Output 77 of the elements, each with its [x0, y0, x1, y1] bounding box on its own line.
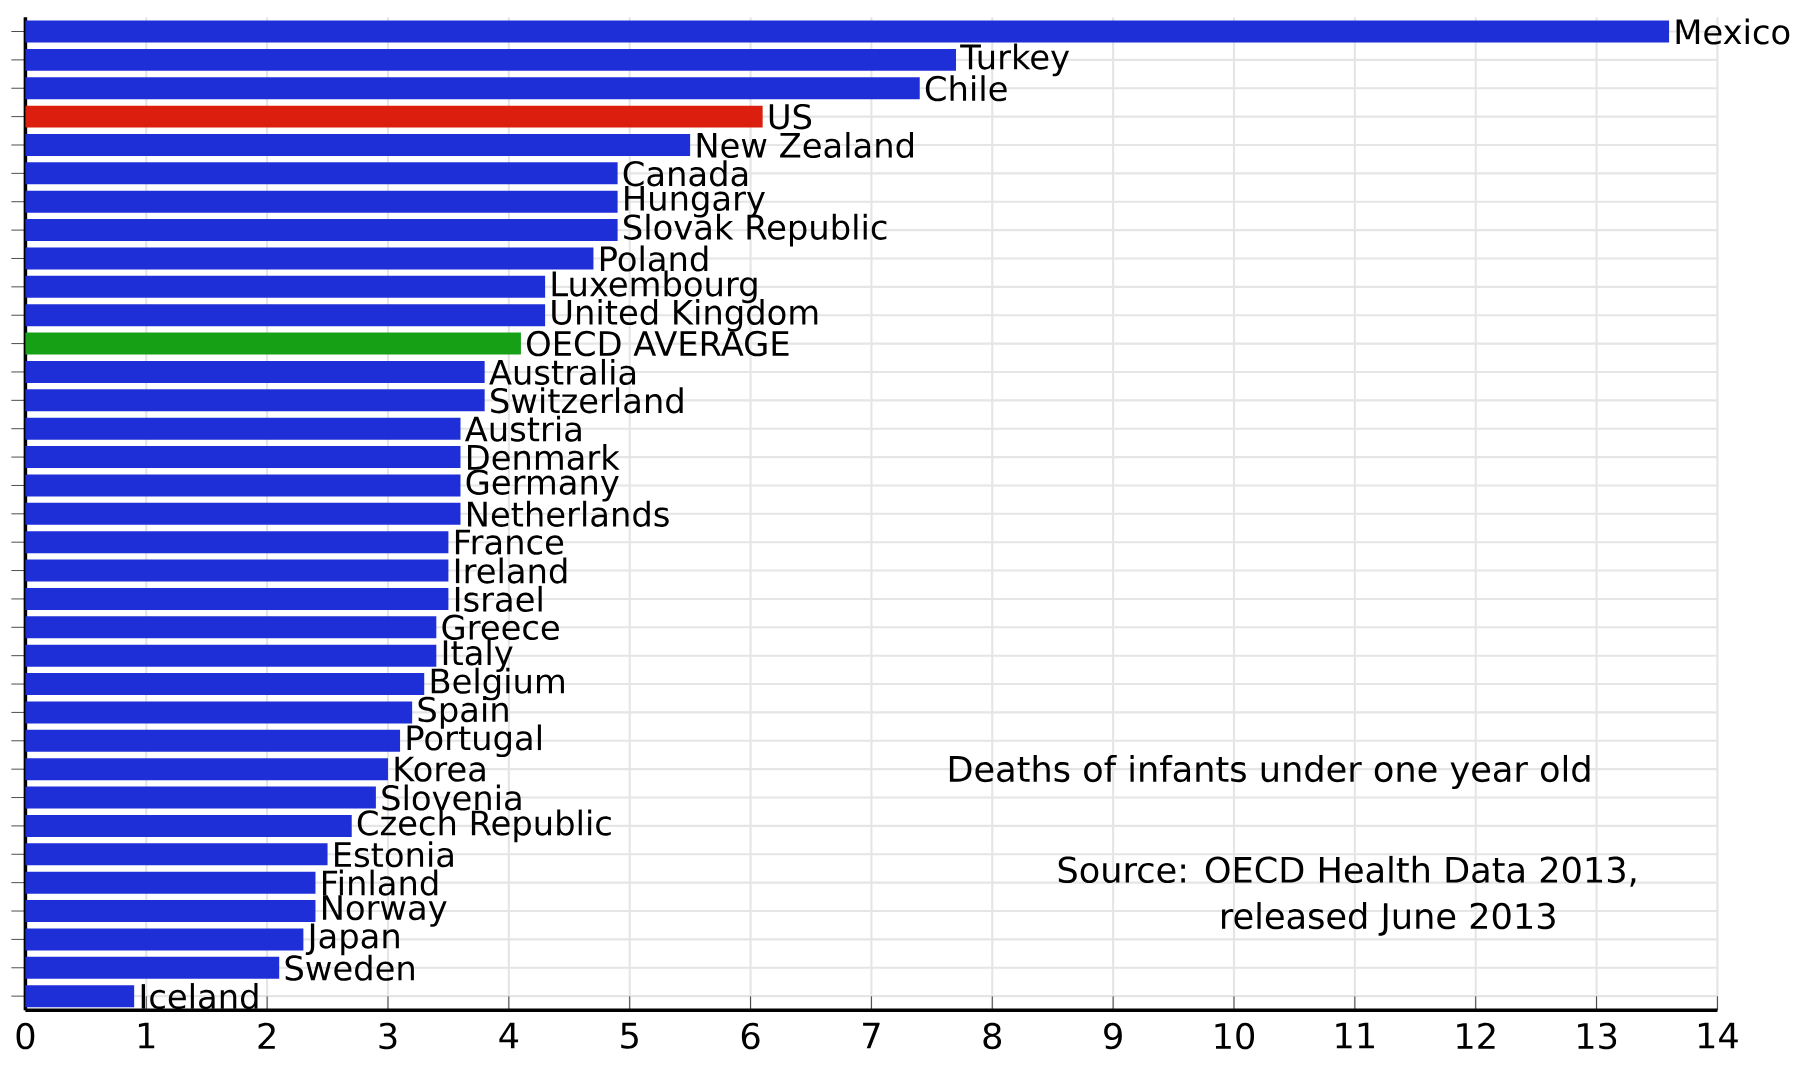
x-tick-label: 5	[621, 1022, 638, 1049]
bar	[25, 644, 437, 667]
bar	[25, 417, 461, 440]
bar	[25, 162, 618, 185]
x-tick-label: 6	[741, 1022, 760, 1050]
bar	[25, 871, 316, 894]
bar	[25, 616, 437, 639]
bar	[25, 190, 618, 213]
bar	[25, 843, 328, 866]
bar	[25, 673, 425, 696]
bar	[25, 928, 304, 951]
bar	[25, 588, 449, 611]
annotation: Source: OECD Health Data 2013,	[1058, 856, 1636, 887]
x-tick-label: 10	[1215, 1022, 1255, 1050]
bar	[25, 247, 594, 270]
bar	[25, 815, 352, 838]
bar	[25, 474, 461, 497]
bar	[25, 758, 388, 781]
bar	[25, 900, 316, 923]
bar	[25, 105, 763, 128]
y-tick-label: Israel	[455, 586, 542, 613]
bar	[25, 956, 280, 979]
y-tick-label: Finland	[322, 869, 438, 896]
y-tick-label: Chile	[925, 75, 1007, 102]
x-tick-label: 3	[379, 1022, 397, 1050]
bar	[25, 20, 1670, 43]
x-tick-label: 7	[863, 1022, 880, 1049]
y-tick-label: New Zealand	[697, 132, 913, 159]
y-tick-label: Slovenia	[382, 784, 521, 811]
bar	[25, 332, 521, 355]
x-tick-label: 11	[1336, 1022, 1374, 1049]
x-tick-label: 8	[983, 1022, 1002, 1050]
x-tick-label: 14	[1698, 1022, 1738, 1049]
y-tick-label: Canada	[623, 160, 748, 187]
bar	[25, 219, 618, 242]
x-tick-label: 12	[1457, 1022, 1495, 1049]
y-tick-label: Greece	[442, 614, 559, 641]
y-tick-label: Australia	[489, 359, 636, 386]
y-tick-label: Mexico	[1676, 18, 1790, 45]
y-tick-label: Netherlands	[468, 500, 669, 528]
y-tick-label: Iceland	[141, 983, 258, 1010]
bar	[25, 985, 135, 1008]
bar	[25, 502, 461, 525]
bar	[25, 77, 920, 100]
y-tick-label: Sweden	[285, 954, 414, 981]
y-tick-label: Estonia	[335, 841, 453, 868]
y-tick-label: Poland	[600, 245, 708, 272]
bar	[25, 701, 413, 724]
annotation: released June 2013	[1222, 902, 1555, 936]
x-tick-label: 9	[1104, 1022, 1122, 1050]
y-tick-label: Turkey	[960, 43, 1070, 77]
annotation: Deaths of infants under one year old	[949, 755, 1590, 790]
y-tick-label: OECD AVERAGE	[527, 330, 789, 357]
bar	[25, 559, 449, 582]
y-tick-label: Korea	[395, 756, 485, 782]
bar	[25, 276, 546, 298]
bar	[25, 361, 485, 384]
bar	[25, 134, 691, 157]
x-tick-label: 2	[258, 1022, 275, 1049]
y-tick-label: Germany	[466, 469, 619, 502]
y-tick-label: Austria	[464, 415, 581, 442]
x-tick-label: 0	[16, 1022, 35, 1050]
bar	[25, 786, 376, 809]
y-tick-label: Ireland	[455, 557, 567, 584]
bar	[25, 531, 449, 554]
y-tick-label: Denmark	[468, 444, 620, 471]
y-tick-label: Switzerland	[491, 387, 683, 414]
bar	[25, 304, 546, 327]
x-tick-label: 13	[1578, 1022, 1617, 1050]
y-tick-label: US	[769, 104, 812, 130]
bar	[25, 446, 461, 469]
bar	[25, 729, 401, 752]
x-tick-label: 4	[499, 1022, 519, 1049]
y-tick-label: France	[455, 529, 564, 555]
bar	[25, 49, 957, 72]
x-tick-label: 1	[138, 1022, 155, 1049]
bar	[25, 389, 485, 412]
